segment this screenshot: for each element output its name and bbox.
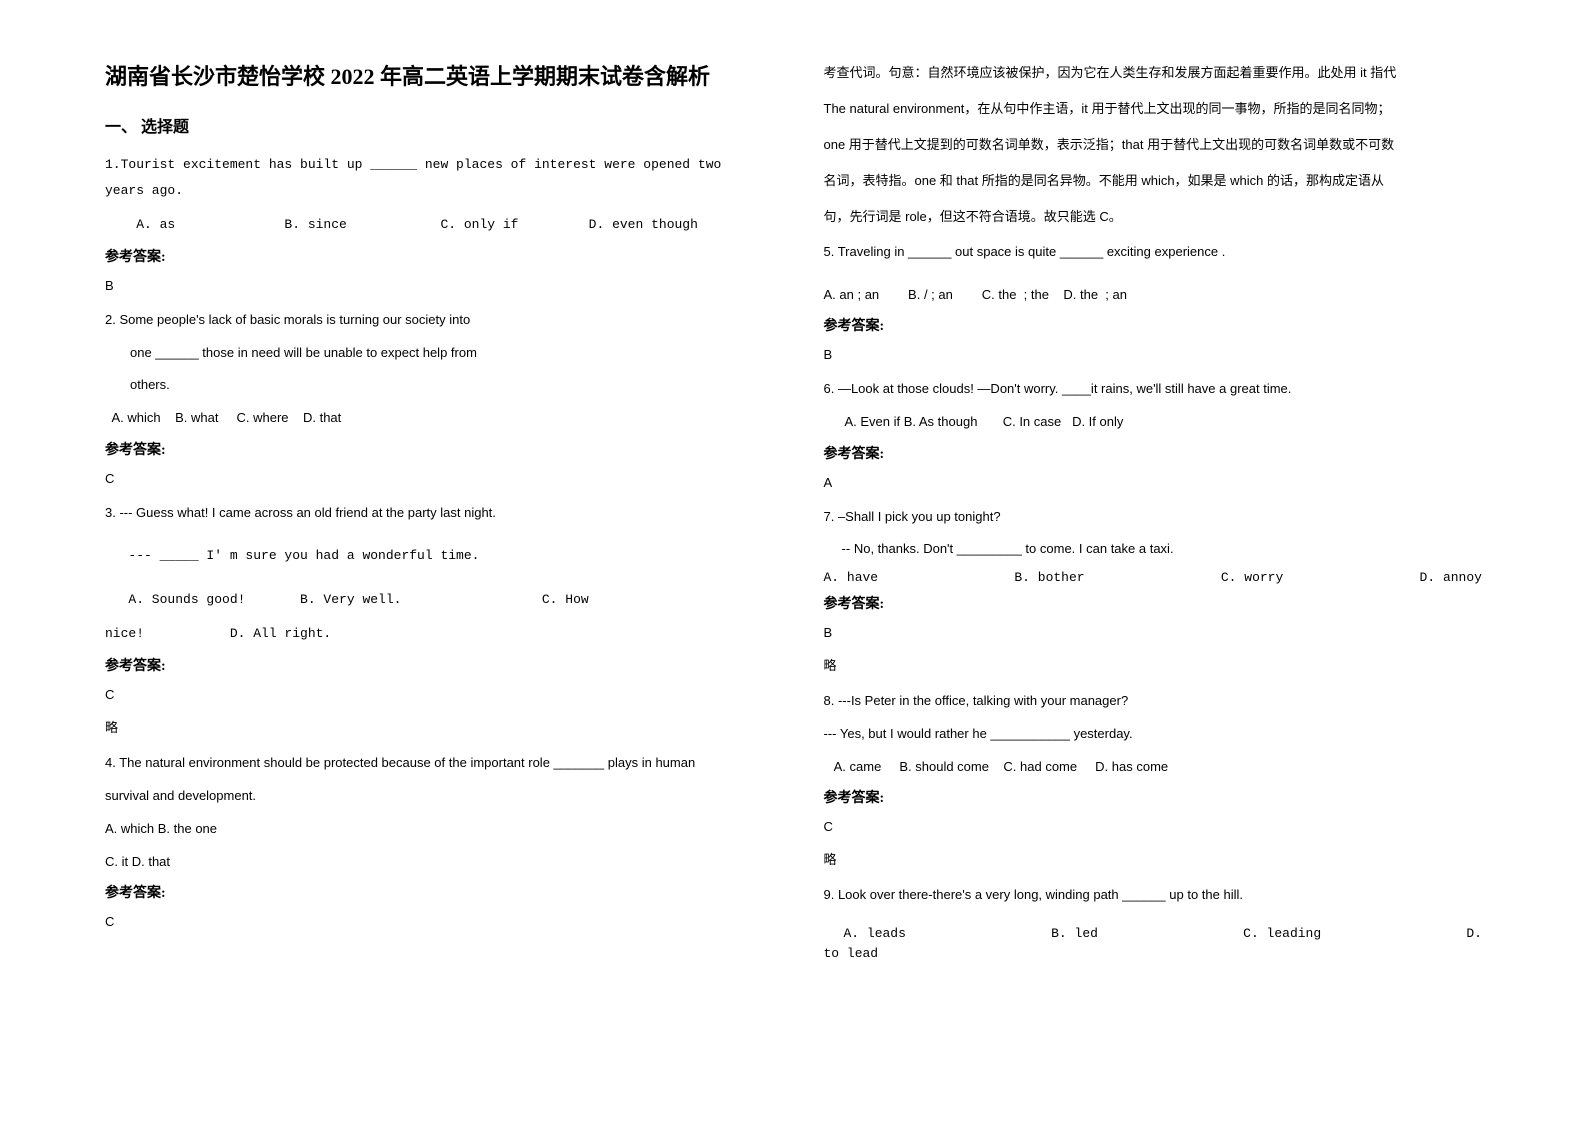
answer-4: C [105, 914, 764, 929]
q9-opt-d: D. [1466, 926, 1482, 941]
question-5-text: 5. Traveling in ______ out space is quit… [824, 240, 1483, 265]
answer-label-2: 参考答案: [105, 439, 764, 459]
question-9-options: A. leads B. led C. leading D. [824, 926, 1483, 941]
explanation-line4: 名词，表特指。one 和 that 所指的是同名异物。不能用 which，如果是… [824, 168, 1483, 194]
question-6-line1: 6. —Look at those clouds! —Don't worry. … [824, 377, 1483, 402]
answer-1: B [105, 278, 764, 293]
question-3-opts1: A. Sounds good! B. Very well. C. How [105, 587, 764, 613]
answer-7: B [824, 625, 1483, 640]
answer-3: C [105, 687, 764, 702]
question-7-line2: -- No, thanks. Don't _________ to come. … [824, 537, 1483, 562]
answer-label-1: 参考答案: [105, 246, 764, 266]
question-7-options: A. have B. bother C. worry D. annoy [824, 570, 1483, 585]
question-2-line1: 2. Some people's lack of basic morals is… [105, 308, 764, 333]
answer-3-omit: 略 [105, 717, 764, 736]
explanation-line5: 句，先行词是 role，但这不符合语境。故只能选 C。 [824, 204, 1483, 230]
question-1-options: A. as B. since C. only if D. even though [105, 212, 764, 238]
explanation-line1: 考查代词。句意：自然环境应该被保护，因为它在人类生存和发展方面起着重要作用。此处… [824, 60, 1483, 86]
question-3-line2: --- _____ I' m sure you had a wonderful … [105, 543, 764, 569]
answer-label-7: 参考答案: [824, 593, 1483, 613]
question-3-opts2: nice! D. All right. [105, 621, 764, 647]
answer-8: C [824, 819, 1483, 834]
section-heading: 一、 选择题 [105, 113, 764, 137]
answer-2: C [105, 471, 764, 486]
question-2-line2: one ______ those in need will be unable … [105, 341, 764, 366]
right-column: 考查代词。句意：自然环境应该被保护，因为它在人类生存和发展方面起着重要作用。此处… [794, 60, 1498, 1062]
explanation-line3: one 用于替代上文提到的可数名词单数，表示泛指；that 用于替代上文出现的可… [824, 132, 1483, 158]
answer-label-8: 参考答案: [824, 787, 1483, 807]
answer-8-omit: 略 [824, 849, 1483, 868]
q9-opt-a: A. leads [844, 926, 906, 941]
question-4-opts1: A. which B. the one [105, 817, 764, 842]
answer-5: B [824, 347, 1483, 362]
question-9-text: 9. Look over there-there's a very long, … [824, 883, 1483, 908]
question-1-text: 1.Tourist excitement has built up ______… [105, 152, 764, 204]
q7-opt-c: C. worry [1221, 570, 1283, 585]
question-9-line2: to lead [824, 941, 1483, 967]
question-4-line2: survival and development. [105, 784, 764, 809]
question-7-line1: 7. –Shall I pick you up tonight? [824, 505, 1483, 530]
answer-6: A [824, 475, 1483, 490]
q7-opt-d: D. annoy [1420, 570, 1482, 585]
answer-label-4: 参考答案: [105, 882, 764, 902]
q7-opt-b: B. bother [1014, 570, 1084, 585]
question-6-options: A. Even if B. As though C. In case D. If… [824, 410, 1483, 435]
left-column: 湖南省长沙市楚怡学校 2022 年高二英语上学期期末试卷含解析 一、 选择题 1… [90, 60, 794, 1062]
q9-opt-c: C. leading [1243, 926, 1321, 941]
question-2-line3: others. [105, 373, 764, 398]
question-8-line1: 8. ---Is Peter in the office, talking wi… [824, 689, 1483, 714]
answer-label-6: 参考答案: [824, 443, 1483, 463]
explanation-line2: The natural environment，在从句中作主语，it 用于替代上… [824, 96, 1483, 122]
question-5-options: A. an ; an B. / ; an C. the ; the D. the… [824, 283, 1483, 308]
q7-opt-a: A. have [824, 570, 879, 585]
answer-7-omit: 略 [824, 655, 1483, 674]
document-title: 湖南省长沙市楚怡学校 2022 年高二英语上学期期末试卷含解析 [105, 60, 764, 93]
question-4-opts2: C. it D. that [105, 850, 764, 875]
question-4-line1: 4. The natural environment should be pro… [105, 751, 764, 776]
question-2-options: A. which B. what C. where D. that [105, 406, 764, 431]
answer-label-3: 参考答案: [105, 655, 764, 675]
question-8-options: A. came B. should come C. had come D. ha… [824, 755, 1483, 780]
question-3-line1: 3. --- Guess what! I came across an old … [105, 501, 764, 526]
q9-opt-b: B. led [1051, 926, 1098, 941]
question-8-line2: --- Yes, but I would rather he _________… [824, 722, 1483, 747]
answer-label-5: 参考答案: [824, 315, 1483, 335]
